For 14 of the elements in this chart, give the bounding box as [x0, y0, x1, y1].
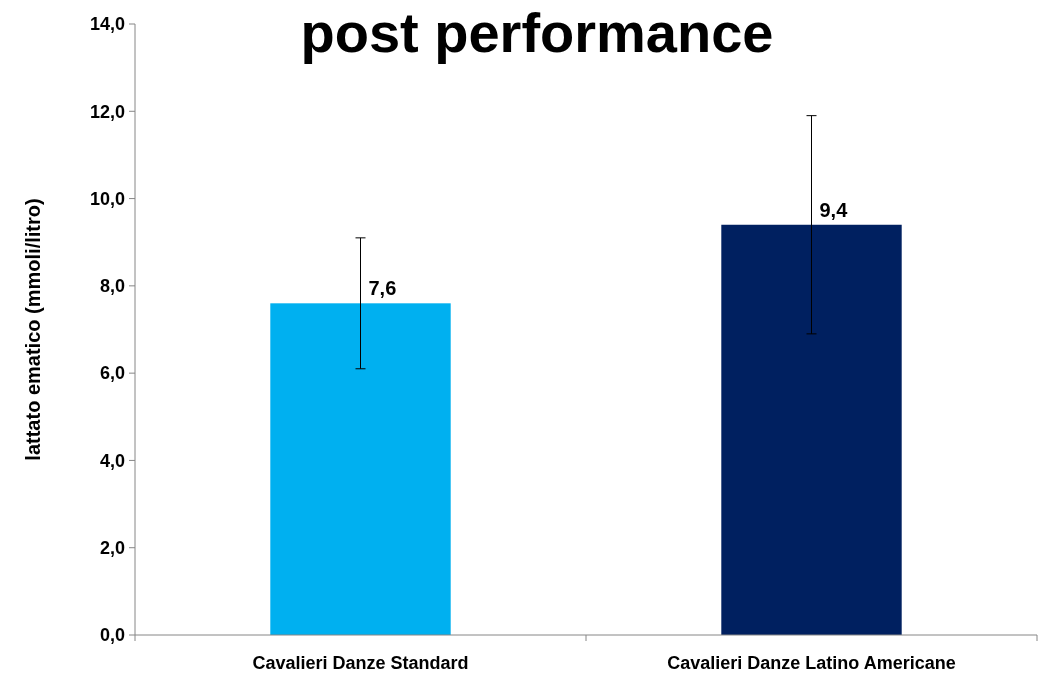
chart-title: post performance [300, 1, 774, 64]
y-tick-label: 6,0 [99, 363, 125, 384]
y-tick-label: 0,0 [99, 625, 125, 646]
y-tick-label: 8,0 [99, 276, 125, 297]
y-tick-label: 14,0 [89, 14, 125, 35]
data-label: 9,4 [819, 198, 849, 221]
y-tick-label: 4,0 [99, 450, 125, 471]
y-axis-title: lattato ematico (mmoli/litro) [22, 198, 44, 461]
y-tick-label: 2,0 [99, 538, 125, 559]
y-tick-label: 12,0 [89, 101, 125, 122]
x-tick-label: Cavalieri Danze Latino Americane [667, 653, 956, 673]
data-label: 7,6 [368, 277, 397, 300]
y-tick-label: 10,0 [89, 188, 125, 209]
x-tick-label: Cavalieri Danze Standard [252, 653, 469, 673]
